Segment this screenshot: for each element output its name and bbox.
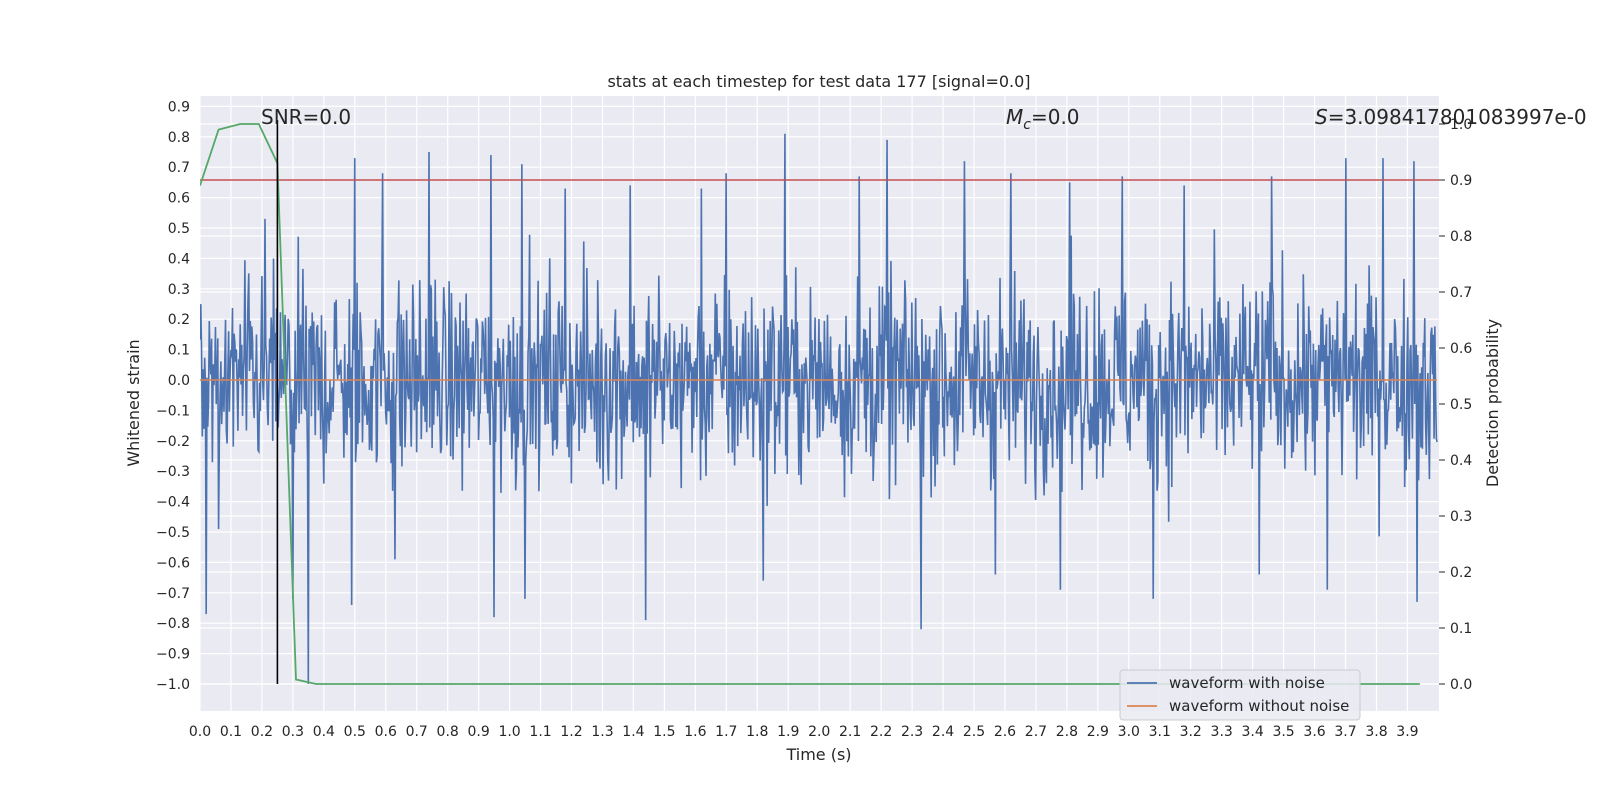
- x-tick-label: 3.3: [1211, 724, 1233, 740]
- x-axis-label: Time (s): [785, 745, 851, 764]
- x-tick-label: 3.1: [1149, 724, 1171, 740]
- y2-tick-label: 0.3: [1450, 509, 1472, 525]
- series-waveform-with-noise: [200, 133, 1438, 685]
- x-tick-label: 0.7: [406, 724, 428, 740]
- y-tick-label: 0.6: [168, 191, 190, 207]
- y2-tick-label: 0.6: [1450, 341, 1472, 357]
- x-tick-label: 2.1: [839, 724, 861, 740]
- x-tick-label: 0.5: [344, 724, 366, 740]
- y-tick-label: −1.0: [156, 677, 190, 693]
- x-tick-label: 0.4: [313, 724, 335, 740]
- x-tick-label: 3.9: [1396, 724, 1418, 740]
- y2-tick-label: 0.8: [1450, 229, 1472, 245]
- y-tick-label: 0.8: [168, 130, 190, 146]
- x-tick-label: 2.9: [1087, 724, 1109, 740]
- y-tick-label: −0.3: [156, 464, 190, 480]
- y-tick-label: 0.3: [168, 282, 190, 298]
- x-tick-label: 1.7: [715, 724, 737, 740]
- y-tick-label: 0.0: [168, 373, 190, 389]
- s-value: =3.098417801083997e-0: [1328, 105, 1587, 129]
- x-tick-label: 2.0: [808, 724, 830, 740]
- legend-label-noise: waveform with noise: [1169, 674, 1325, 692]
- y-tick-label: −0.5: [156, 525, 190, 541]
- x-tick-label: 2.2: [870, 724, 892, 740]
- x-tick-label: 3.2: [1180, 724, 1202, 740]
- x-tick-label: 0.9: [468, 724, 490, 740]
- y-tick-label: −0.1: [156, 403, 190, 419]
- y-tick-label: 0.4: [168, 251, 190, 267]
- y-tick-label: −0.2: [156, 434, 190, 450]
- x-tick-label: 0.1: [220, 724, 242, 740]
- y2-tick-label: 0.7: [1450, 285, 1472, 301]
- y2-tick-label: 1.0: [1450, 117, 1472, 133]
- y-tick-label: −0.9: [156, 647, 190, 663]
- x-tick-label: 1.6: [684, 724, 706, 740]
- x-tick-label: 1.8: [746, 724, 768, 740]
- y-tick-label: −0.8: [156, 616, 190, 632]
- x-tick-label: 3.7: [1334, 724, 1356, 740]
- x-tick-label: 2.8: [1056, 724, 1078, 740]
- y-tick-label: −0.6: [156, 555, 190, 571]
- y-tick-label: 0.1: [168, 343, 190, 359]
- y2-tick-label: 0.5: [1450, 397, 1472, 413]
- s-symbol: S: [1315, 105, 1328, 129]
- mc-value: =0.0: [1031, 105, 1080, 129]
- x-tick-label: 2.6: [994, 724, 1016, 740]
- x-tick-label: 2.4: [932, 724, 954, 740]
- s-annotation: S=3.098417801083997e-0: [1315, 105, 1587, 129]
- x-tick-label: 1.1: [529, 724, 551, 740]
- x-tick-label: 1.3: [591, 724, 613, 740]
- x-tick-label: 1.5: [653, 724, 675, 740]
- x-tick-label: 0.0: [189, 724, 211, 740]
- y2-tick-label: 0.2: [1450, 565, 1472, 581]
- y2-tick-label: 0.1: [1450, 621, 1472, 637]
- x-tick-label: 1.2: [560, 724, 582, 740]
- x-tick-label: 3.6: [1303, 724, 1325, 740]
- y2-axis-label: Detection probability: [1483, 319, 1502, 487]
- x-tick-label: 2.3: [901, 724, 923, 740]
- x-tick-label: 3.0: [1118, 724, 1140, 740]
- x-tick-label: 0.8: [437, 724, 459, 740]
- series-detection-probability: [200, 123, 1420, 685]
- x-tick-label: 1.9: [777, 724, 799, 740]
- y-axis-label: Whitened strain: [124, 339, 143, 466]
- x-tick-label: 2.7: [1025, 724, 1047, 740]
- mc-symbol: M: [1006, 105, 1023, 129]
- y-tick-label: −0.7: [156, 586, 190, 602]
- y-tick-label: 0.2: [168, 312, 190, 328]
- x-tick-label: 1.4: [622, 724, 644, 740]
- x-tick-label: 0.6: [375, 724, 397, 740]
- legend: waveform with noise waveform without noi…: [1119, 669, 1361, 721]
- x-tick-label: 3.8: [1365, 724, 1387, 740]
- x-tick-label: 1.0: [498, 724, 520, 740]
- x-axis-ticks: 0.0 0.1 0.2 0.3 0.4 0.5 0.6 0.7 0.8 0.9 1.0 1.1 1.2 1…: [189, 724, 1419, 740]
- legend-box: [1119, 669, 1361, 721]
- x-tick-label: 0.3: [282, 724, 304, 740]
- x-tick-label: 2.5: [963, 724, 985, 740]
- y2-tick-label: 0.9: [1450, 173, 1472, 189]
- y2-tick-label: 0.0: [1450, 677, 1472, 693]
- y-tick-label: −0.4: [156, 495, 190, 511]
- x-tick-label: 3.4: [1242, 724, 1264, 740]
- snr-annotation: SNR=0.0: [261, 105, 351, 129]
- y-axis-ticks: 0.9 0.8 0.7 0.6 0.5 0.4 0.3 0.2 0.1 0.0 −0.1 −0.2 −0…: [156, 99, 190, 693]
- y-tick-label: 0.7: [168, 160, 190, 176]
- mc-annotation: Mc=0.0: [1006, 105, 1080, 133]
- y2-tick-label: 0.4: [1450, 453, 1472, 469]
- x-tick-label: 0.2: [251, 724, 273, 740]
- y-tick-label: 0.5: [168, 221, 190, 237]
- chart-title: stats at each timestep for test data 177…: [607, 72, 1030, 91]
- y-tick-label: 0.9: [168, 99, 190, 115]
- x-tick-label: 3.5: [1272, 724, 1294, 740]
- mc-subscript: c: [1023, 117, 1031, 133]
- legend-label-clean: waveform without noise: [1169, 697, 1349, 715]
- y2-axis-ticks: 0.0 0.1 0.2 0.3 0.4 0.5 0.6 0.7 0.8 0.9 1.0: [1439, 117, 1472, 693]
